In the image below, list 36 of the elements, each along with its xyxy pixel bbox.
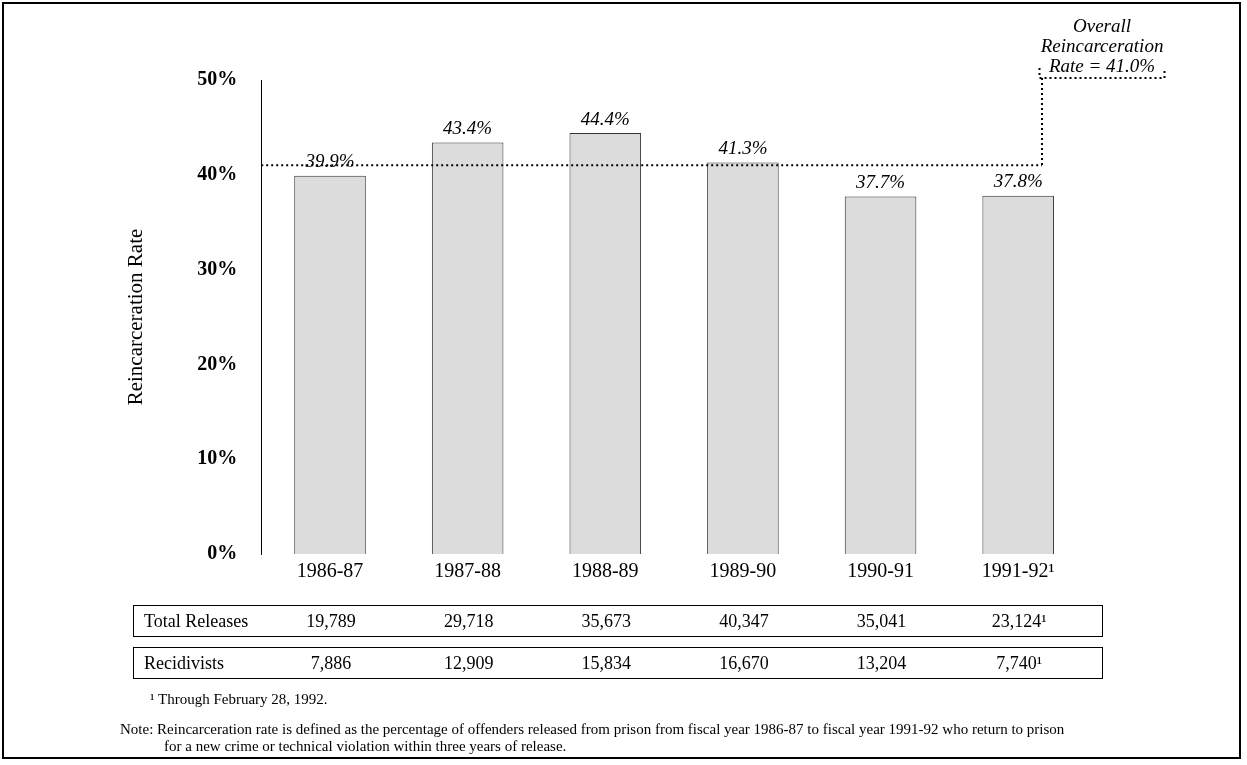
text: 19,789 <box>306 611 356 632</box>
data-label: 37.7% <box>855 171 906 193</box>
text: Total Releases <box>144 611 249 632</box>
text: 16,670 <box>719 653 769 674</box>
text: Recidivists <box>144 653 224 674</box>
x-tick-label: 1991-92¹ <box>981 559 1055 582</box>
y-tick-label: 20% <box>197 351 238 374</box>
text: 7,740¹ <box>996 653 1043 674</box>
y-axis-title: Reincarceration Rate <box>123 228 148 406</box>
x-tick-label: 1987-88 <box>434 559 501 582</box>
x-tick-label: 1988-89 <box>571 559 639 582</box>
text: 40,347 <box>719 611 769 632</box>
data-label: 44.4% <box>580 107 630 129</box>
y-tick-label: 50% <box>197 67 238 90</box>
x-tick-label: 1986-87 <box>296 559 364 582</box>
data-label: 43.4% <box>443 117 493 139</box>
y-tick-label: 30% <box>197 256 238 279</box>
text: 13,204 <box>856 653 907 674</box>
text: 23,124¹ <box>991 611 1047 632</box>
data-label: 41.3% <box>718 136 768 158</box>
text: 29,718 <box>443 611 494 632</box>
data-label: 39.9% <box>304 150 355 172</box>
text: 12,909 <box>443 653 494 674</box>
text: ¹ Through February 28, 1992. <box>150 691 329 708</box>
y-tick-label: 40% <box>197 161 238 184</box>
text: 35,041 <box>856 611 907 632</box>
text: 7,886 <box>310 653 352 674</box>
data-label: 37.8% <box>992 170 1043 192</box>
x-tick-label: 1989-90 <box>709 559 777 582</box>
text: Note: Reincarceration rate is defined as the percentage of offenders released from prison from fiscal year 1986-87 to fiscal year 1991-92 who return to prison for a new crime or technical violation within three years of release. <box>120 721 1066 755</box>
x-tick-label: 1990-91 <box>847 559 914 582</box>
text: 15,834 <box>581 653 632 674</box>
y-tick-label: 0% <box>207 541 238 564</box>
y-tick-label: 10% <box>197 446 238 469</box>
ref-line-label: Overall Reincarceration Rate = 41.0% <box>1039 15 1164 76</box>
text: 35,673 <box>581 611 632 632</box>
